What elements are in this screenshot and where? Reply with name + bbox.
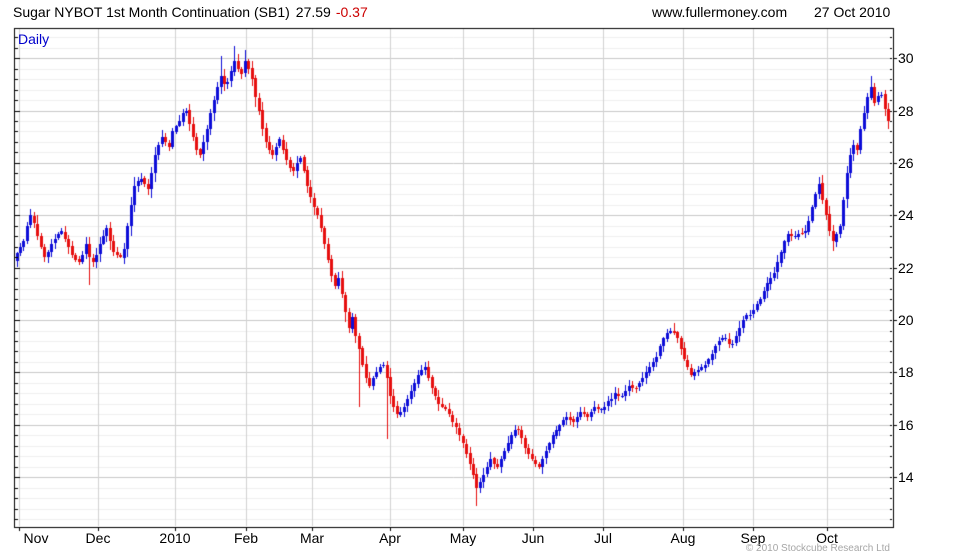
x-axis-label: Feb: [233, 530, 259, 546]
x-axis-label: Nov: [23, 530, 49, 546]
price-change: -0.37: [335, 4, 368, 20]
x-axis-label: Jun: [521, 530, 545, 546]
y-axis-label: 16: [898, 416, 914, 433]
y-axis-label: 26: [898, 154, 914, 171]
y-axis-label: 14: [898, 469, 914, 486]
timeframe-label: Daily: [18, 31, 50, 47]
y-axis-label: 18: [898, 364, 914, 381]
x-axis-label: Jul: [594, 530, 612, 546]
website-label: www.fullermoney.com: [652, 4, 788, 20]
y-axis-label: 24: [898, 207, 914, 224]
y-axis-label: 28: [898, 102, 914, 119]
y-axis-label: 20: [898, 312, 914, 329]
chart-date: 27 Oct 2010: [814, 4, 891, 20]
x-axis-label: 2010: [159, 530, 191, 546]
y-axis-label: 30: [898, 50, 914, 67]
x-axis-label: Sep: [740, 530, 766, 546]
x-axis-label: Dec: [85, 530, 111, 546]
y-axis-label: 22: [898, 259, 914, 276]
x-axis-label: May: [449, 530, 477, 546]
x-axis-label: Apr: [379, 530, 401, 546]
x-axis-label: Oct: [816, 530, 838, 546]
x-axis-label: Aug: [670, 530, 696, 546]
instrument-name: Sugar NYBOT 1st Month Continuation (SB1): [13, 4, 290, 20]
last-price: 27.59: [295, 4, 331, 20]
chart-title: Sugar NYBOT 1st Month Continuation (SB1)…: [13, 4, 368, 20]
x-axis-label: Mar: [299, 530, 325, 546]
copyright-label: © 2010 Stockcube Research Ltd: [745, 543, 890, 554]
